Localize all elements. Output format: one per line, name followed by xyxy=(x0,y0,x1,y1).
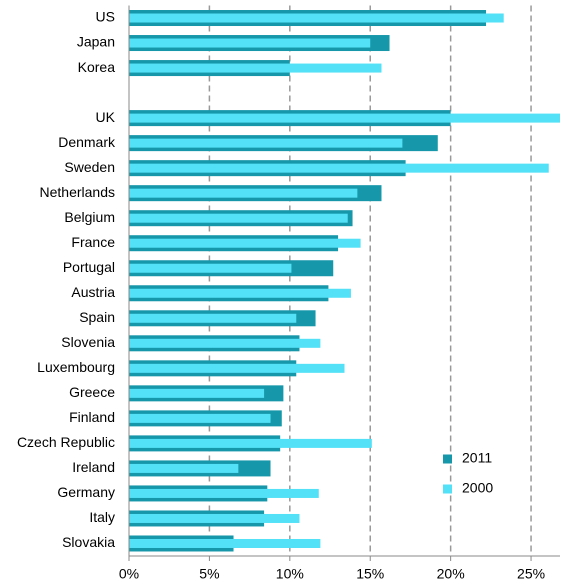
bar xyxy=(129,313,297,323)
bar xyxy=(129,163,549,173)
y-tick-label: Ireland xyxy=(72,459,115,475)
y-tick-label: Greece xyxy=(69,384,115,400)
bar xyxy=(129,438,372,448)
bar xyxy=(129,113,560,123)
y-tick-label: Japan xyxy=(77,34,115,50)
x-tick-label: 0% xyxy=(119,566,139,582)
y-tick-label: Finland xyxy=(69,409,115,425)
bar xyxy=(129,488,319,498)
y-tick-label: Portugal xyxy=(63,259,115,275)
x-tick-label: 20% xyxy=(437,566,465,582)
y-tick-label: Denmark xyxy=(58,134,116,150)
bar xyxy=(129,213,348,223)
bar xyxy=(129,363,345,373)
y-tick-label: Italy xyxy=(89,509,115,525)
x-tick-label: 10% xyxy=(276,566,304,582)
bar xyxy=(129,63,382,73)
legend-label: 2011 xyxy=(462,450,492,466)
y-tick-label: Slovakia xyxy=(62,534,115,550)
bar xyxy=(129,413,271,423)
legend-swatch xyxy=(443,484,452,494)
bar xyxy=(129,263,292,273)
bar xyxy=(129,513,300,523)
y-tick-label: Belgium xyxy=(64,209,115,225)
bar xyxy=(129,288,351,298)
y-tick-label: Czech Republic xyxy=(17,434,115,450)
y-tick-label: France xyxy=(71,234,115,250)
y-tick-label: US xyxy=(96,9,115,25)
y-tick-label: Germany xyxy=(57,484,115,500)
y-tick-label: UK xyxy=(96,109,116,125)
bar xyxy=(129,538,321,548)
legend-swatch xyxy=(443,454,452,464)
y-tick-label: Netherlands xyxy=(40,184,116,200)
y-tick-label: Spain xyxy=(79,309,115,325)
bar xyxy=(129,188,358,198)
bar xyxy=(129,238,361,248)
y-tick-label: Sweden xyxy=(64,159,115,175)
bar xyxy=(129,463,239,473)
y-tick-label: Korea xyxy=(78,59,116,75)
y-tick-label: Luxembourg xyxy=(37,359,115,375)
bar xyxy=(129,338,321,348)
legend-label: 2000 xyxy=(462,480,493,496)
x-tick-label: 15% xyxy=(356,566,384,582)
bar xyxy=(129,38,371,48)
x-tick-label: 25% xyxy=(517,566,545,582)
bar xyxy=(129,388,265,398)
bar xyxy=(129,13,504,23)
y-tick-label: Austria xyxy=(71,284,115,300)
x-tick-label: 5% xyxy=(199,566,219,582)
bar xyxy=(129,138,403,148)
y-tick-label: Slovenia xyxy=(61,334,115,350)
